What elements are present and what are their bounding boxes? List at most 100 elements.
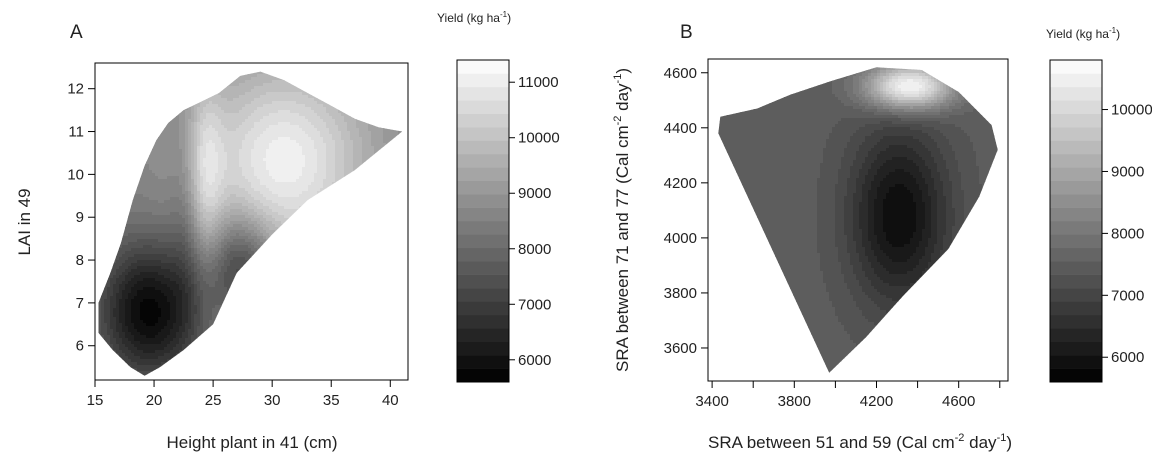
panel-a-heatmap-cell	[98, 191, 102, 195]
panel-a-heatmap-cell	[275, 134, 279, 138]
panel-a-heatmap-cell	[113, 137, 117, 141]
panel-a-heatmap-cell	[110, 119, 114, 123]
panel-a-heatmap-cell	[269, 122, 273, 126]
panel-a-heatmap-cell	[161, 215, 165, 219]
panel-a-heatmap-cell	[305, 74, 309, 78]
panel-a-heatmap-cell	[122, 164, 126, 168]
panel-a-heatmap-cell	[329, 188, 333, 192]
panel-a-heatmap-cell	[317, 149, 321, 153]
panel-a-heatmap-cell	[134, 164, 138, 168]
panel-a-heatmap-cell	[374, 119, 378, 123]
panel-a-heatmap-cell	[206, 146, 210, 150]
panel-a-heatmap-cell	[374, 191, 378, 195]
panel-a-heatmap-cell	[362, 158, 366, 162]
panel-a-heatmap-cell	[197, 167, 201, 171]
panel-a-heatmap-cell	[110, 104, 114, 108]
panel-a-heatmap-cell	[122, 119, 126, 123]
panel-a-heatmap-cell	[326, 194, 330, 198]
panel-a-heatmap-cell	[293, 143, 297, 147]
panel-a-heatmap-cell	[287, 83, 291, 87]
panel-a-heatmap-cell	[173, 176, 177, 180]
panel-a-heatmap-cell	[131, 122, 135, 126]
panel-a-heatmap-cell	[107, 188, 111, 192]
panel-a-heatmap-cell	[209, 191, 213, 195]
panel-a-heatmap-cell	[356, 128, 360, 132]
panel-a-heatmap-cell	[194, 128, 198, 132]
panel-a-heatmap-cell	[182, 83, 186, 87]
panel-a-heatmap-cell	[251, 212, 255, 216]
panel-a-heatmap-cell	[263, 188, 267, 192]
panel-a-heatmap-cell	[107, 125, 111, 129]
panel-a-heatmap-cell	[176, 131, 180, 135]
panel-a-heatmap-cell	[236, 158, 240, 162]
panel-a-heatmap-cell	[245, 209, 249, 213]
panel-a-heatmap-cell	[230, 134, 234, 138]
panel-a-heatmap-cell	[200, 113, 204, 117]
panel-a-heatmap-cell	[161, 206, 165, 210]
panel-a-heatmap-cell	[179, 167, 183, 171]
panel-a-heatmap-cell	[182, 212, 186, 216]
panel-a-heatmap-cell	[395, 107, 399, 111]
panel-a-heatmap-cell	[101, 134, 105, 138]
panel-a-heatmap-cell	[206, 137, 210, 141]
panel-a-heatmap-cell	[164, 173, 168, 177]
panel-a-heatmap-cell	[290, 137, 294, 141]
panel-a-heatmap-cell	[140, 86, 144, 90]
panel-a-heatmap-cell	[149, 74, 153, 78]
panel-a-heatmap-cell	[155, 113, 159, 117]
panel-a-heatmap-cell	[344, 119, 348, 123]
panel-a-heatmap-cell	[293, 200, 297, 204]
panel-a-heatmap-cell	[218, 149, 222, 153]
panel-a-heatmap-cell	[287, 113, 291, 117]
panel-a-heatmap-cell	[278, 182, 282, 186]
panel-a-heatmap-cell	[239, 149, 243, 153]
panel-a-heatmap-cell	[317, 95, 321, 99]
panel-a-heatmap-cell	[338, 137, 342, 141]
panel-a-heatmap-cell	[116, 125, 120, 129]
panel-a-heatmap-cell	[98, 101, 102, 105]
panel-a-heatmap-cell	[374, 128, 378, 132]
panel-a-heatmap-cell	[125, 95, 129, 99]
panel-a-heatmap-cell	[281, 146, 285, 150]
panel-a-heatmap-cell	[239, 119, 243, 123]
panel-a-heatmap-cell	[296, 170, 300, 174]
panel-a-heatmap-cell	[353, 197, 357, 201]
panel-a-heatmap-cell	[194, 158, 198, 162]
panel-a-heatmap-cell	[230, 98, 234, 102]
panel-a-heatmap-cell	[98, 152, 102, 156]
panel-a-heatmap-cell	[230, 158, 234, 162]
panel-a-heatmap-cell	[101, 107, 105, 111]
panel-a-heatmap-cell	[320, 86, 324, 90]
panel-a-heatmap-cell	[275, 209, 279, 213]
panel-a-heatmap-cell	[347, 86, 351, 90]
panel-a-heatmap-cell	[134, 146, 138, 150]
panel-a-heatmap-cell	[203, 131, 207, 135]
panel-a-heatmap-cell	[113, 176, 117, 180]
panel-a-heatmap-cell	[296, 134, 300, 138]
panel-a-heatmap-cell	[230, 173, 234, 177]
panel-a-heatmap-cell	[266, 146, 270, 150]
panel-a-heatmap-cell	[281, 200, 285, 204]
panel-a-heatmap-cell	[335, 119, 339, 123]
panel-a-heatmap-cell	[230, 185, 234, 189]
panel-a-heatmap-cell	[269, 143, 273, 147]
panel-a-heatmap-cell	[137, 143, 141, 147]
panel-a-heatmap-cell	[185, 212, 189, 216]
panel-a-heatmap-cell	[149, 209, 153, 213]
panel-a-heatmap-cell	[197, 173, 201, 177]
panel-a-heatmap-cell	[332, 206, 336, 210]
panel-a-heatmap-cell	[302, 113, 306, 117]
panel-a-heatmap-cell	[161, 164, 165, 168]
panel-a-heatmap-cell	[110, 131, 114, 135]
panel-a-heatmap-cell	[260, 200, 264, 204]
panel-a-heatmap-cell	[188, 137, 192, 141]
panel-a-heatmap-cell	[197, 110, 201, 114]
panel-a-heatmap-cell	[302, 170, 306, 174]
panel-a-heatmap-cell	[251, 215, 255, 219]
panel-a-heatmap-cell	[185, 116, 189, 120]
panel-a-heatmap-cell	[179, 185, 183, 189]
panel-a-heatmap-cell	[188, 101, 192, 105]
panel-a-heatmap-cell	[344, 134, 348, 138]
panel-a-heatmap-cell	[335, 134, 339, 138]
panel-a-heatmap-cell	[317, 167, 321, 171]
